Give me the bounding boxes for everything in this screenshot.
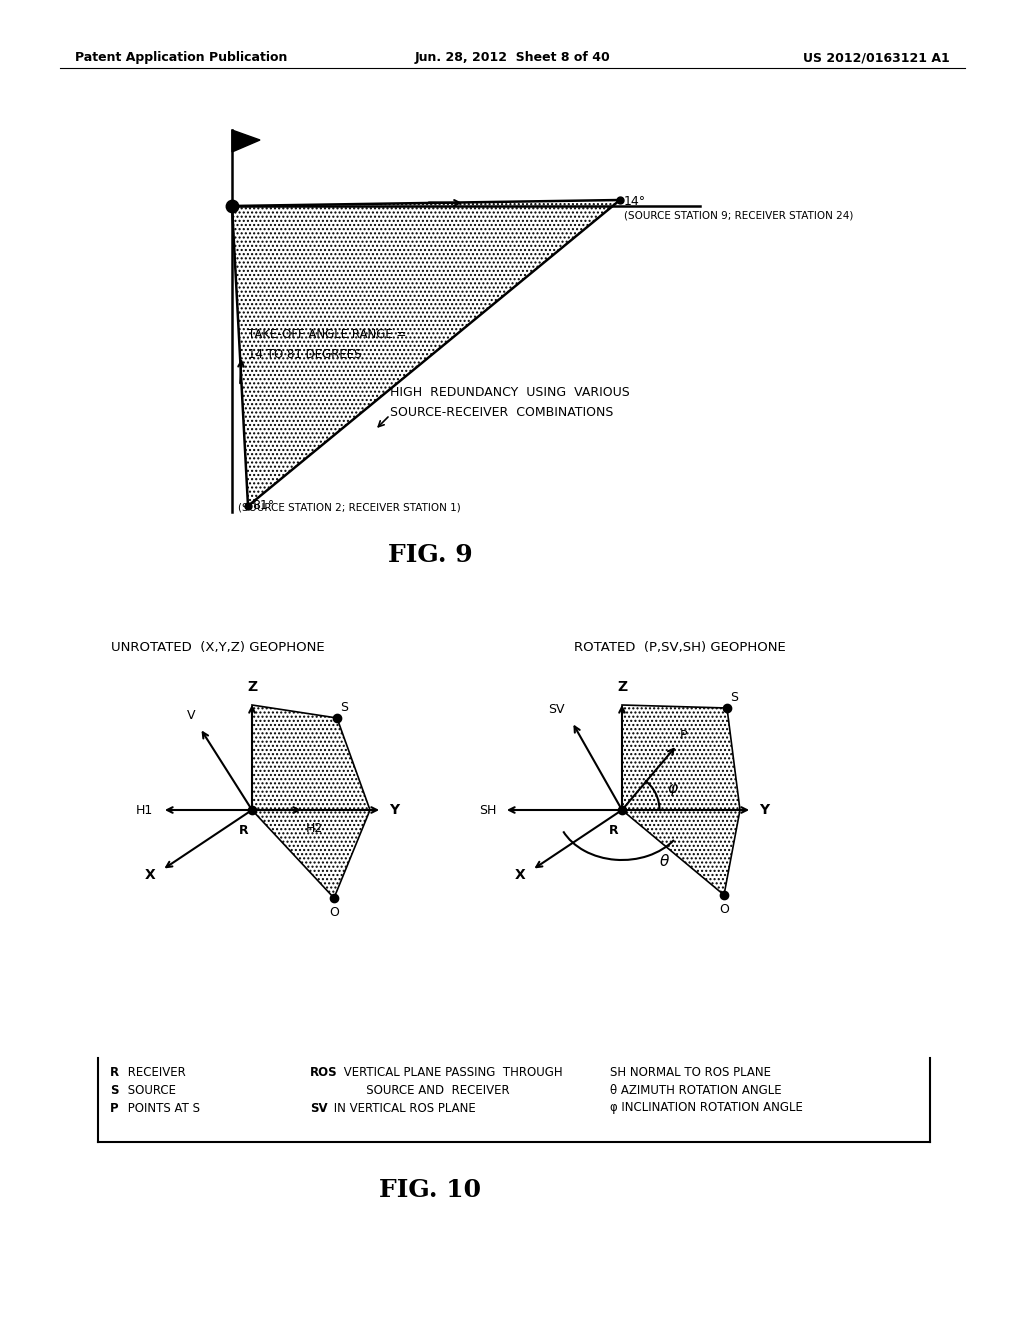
Text: SOURCE-RECEIVER  COMBINATIONS: SOURCE-RECEIVER COMBINATIONS [390, 407, 613, 420]
Text: X: X [514, 869, 525, 882]
Text: X: X [144, 869, 155, 882]
Text: (SOURCE STATION 9; RECEIVER STATION 24): (SOURCE STATION 9; RECEIVER STATION 24) [624, 210, 853, 220]
Text: 81°: 81° [252, 499, 274, 512]
Text: φ: φ [667, 780, 677, 796]
Text: V: V [186, 709, 195, 722]
Text: R: R [110, 1065, 119, 1078]
Text: SOURCE AND  RECEIVER: SOURCE AND RECEIVER [340, 1084, 510, 1097]
Text: θ AZIMUTH ROTATION ANGLE: θ AZIMUTH ROTATION ANGLE [610, 1084, 781, 1097]
Polygon shape [252, 810, 370, 898]
Polygon shape [622, 810, 740, 895]
Text: UNROTATED  (X,Y,Z) GEOPHONE: UNROTATED (X,Y,Z) GEOPHONE [112, 642, 325, 655]
Text: P: P [110, 1101, 119, 1114]
Text: Z: Z [247, 680, 257, 694]
Text: S: S [340, 701, 348, 714]
Polygon shape [622, 705, 740, 810]
Text: FIG. 9: FIG. 9 [388, 543, 472, 568]
Text: 14 TO 81 DEGREES: 14 TO 81 DEGREES [248, 348, 361, 362]
Text: SH: SH [478, 804, 496, 817]
Text: VERTICAL PLANE PASSING  THROUGH: VERTICAL PLANE PASSING THROUGH [340, 1065, 562, 1078]
Text: RECEIVER: RECEIVER [124, 1065, 185, 1078]
Text: POINTS AT S: POINTS AT S [124, 1101, 200, 1114]
Text: φ INCLINATION ROTATION ANGLE: φ INCLINATION ROTATION ANGLE [610, 1101, 803, 1114]
Polygon shape [252, 705, 370, 810]
Text: HIGH  REDUNDANCY  USING  VARIOUS: HIGH REDUNDANCY USING VARIOUS [390, 387, 630, 400]
Text: θ: θ [659, 854, 669, 870]
Polygon shape [232, 129, 260, 152]
Text: P: P [680, 729, 687, 742]
Text: US 2012/0163121 A1: US 2012/0163121 A1 [803, 51, 950, 65]
Text: Jun. 28, 2012  Sheet 8 of 40: Jun. 28, 2012 Sheet 8 of 40 [414, 51, 610, 65]
Text: O: O [719, 903, 729, 916]
Text: (SOURCE STATION 2; RECEIVER STATION 1): (SOURCE STATION 2; RECEIVER STATION 1) [238, 502, 461, 512]
Text: R: R [608, 824, 618, 837]
Text: S: S [730, 690, 738, 704]
Polygon shape [232, 201, 620, 506]
Text: S: S [110, 1084, 119, 1097]
Text: ROS: ROS [310, 1065, 338, 1078]
Text: 14°: 14° [624, 195, 646, 209]
Text: H1: H1 [136, 804, 153, 817]
Text: Y: Y [759, 803, 769, 817]
Text: H2: H2 [306, 822, 324, 836]
Text: TAKE-OFF ANGLE RANGE =: TAKE-OFF ANGLE RANGE = [248, 329, 407, 342]
Text: Z: Z [616, 680, 627, 694]
Text: Y: Y [389, 803, 399, 817]
Text: SV: SV [549, 704, 565, 715]
Text: O: O [329, 906, 339, 919]
Text: IN VERTICAL ROS PLANE: IN VERTICAL ROS PLANE [330, 1101, 476, 1114]
Text: SV: SV [310, 1101, 328, 1114]
Text: R: R [239, 824, 248, 837]
Text: Patent Application Publication: Patent Application Publication [75, 51, 288, 65]
Text: SOURCE: SOURCE [124, 1084, 176, 1097]
Text: ROTATED  (P,SV,SH) GEOPHONE: ROTATED (P,SV,SH) GEOPHONE [574, 642, 785, 655]
Text: FIG. 10: FIG. 10 [379, 1177, 481, 1203]
Text: SH NORMAL TO ROS PLANE: SH NORMAL TO ROS PLANE [610, 1065, 771, 1078]
